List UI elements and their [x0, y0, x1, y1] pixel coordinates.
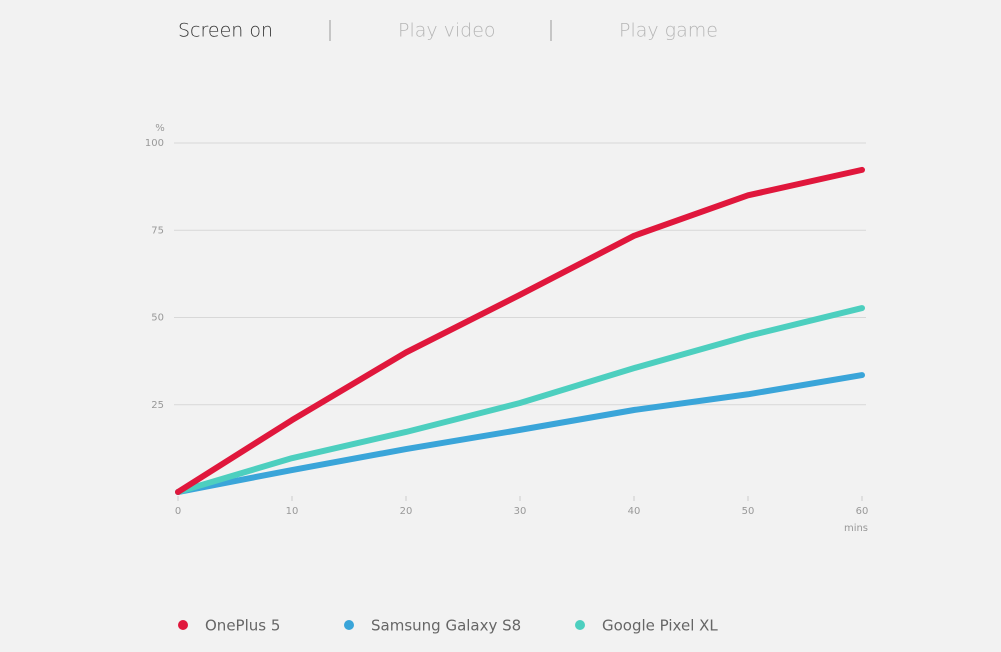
y-tick-label: 100: [145, 138, 164, 149]
x-axis-label: mins: [844, 523, 868, 534]
tab[interactable]: Screen on: [178, 20, 273, 42]
x-tick-label: 30: [514, 506, 527, 517]
legend-label: Google Pixel XL: [602, 617, 718, 635]
x-tick-label: 60: [856, 506, 869, 517]
y-tick-label: 50: [151, 313, 164, 324]
x-tick-label: 0: [175, 506, 181, 517]
legend-marker: [178, 620, 188, 630]
legend-label: OnePlus 5: [205, 617, 280, 635]
x-tick-label: 40: [628, 506, 641, 517]
legend-marker: [344, 620, 354, 630]
y-tick-label: 75: [151, 225, 164, 236]
tab[interactable]: Play video: [398, 20, 496, 42]
y-tick-label: 25: [151, 400, 164, 411]
legend-marker: [575, 620, 585, 630]
x-tick-label: 10: [286, 506, 299, 517]
series-line: [175, 305, 865, 495]
legend-label: Samsung Galaxy S8: [371, 617, 521, 635]
x-tick-label: 50: [742, 506, 755, 517]
x-tick-label: 20: [400, 506, 413, 517]
tab[interactable]: Play game: [619, 20, 718, 42]
y-axis-label: %: [155, 123, 165, 134]
series-line: [175, 166, 865, 495]
series-line: [175, 372, 865, 495]
